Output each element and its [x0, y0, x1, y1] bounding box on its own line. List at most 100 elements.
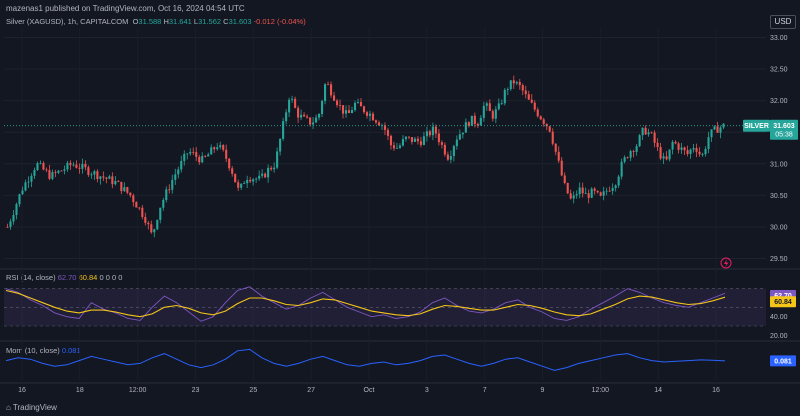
candle-body	[192, 151, 195, 153]
candle-body	[69, 162, 72, 166]
candle-body	[219, 145, 222, 148]
mom-value: 0.081	[61, 346, 81, 355]
candle-body	[180, 160, 183, 170]
candle-body	[171, 179, 174, 190]
candle-body	[36, 163, 39, 170]
change-value: -0.012 (-0.04%)	[253, 17, 306, 26]
candle-body	[629, 151, 632, 158]
candle-body	[614, 185, 617, 189]
rsi-tick-label: 20.00	[770, 333, 788, 340]
candle-body	[234, 173, 237, 183]
candle-body	[449, 156, 452, 160]
candle-body	[452, 146, 455, 157]
candle-body	[347, 110, 351, 113]
candle-body	[318, 113, 321, 118]
candle-body	[350, 110, 354, 113]
momentum-value-badge-label: 0.081	[774, 358, 792, 365]
candle-body	[270, 167, 273, 170]
candle-body	[590, 188, 593, 198]
high-value: 31.641	[168, 17, 192, 26]
candle-body	[45, 169, 48, 171]
candle-body	[722, 123, 725, 128]
candle-body	[48, 170, 51, 179]
candle-body	[443, 144, 446, 155]
publisher-header: mazenas1 published on TradingView.com, O…	[6, 4, 245, 13]
time-tick-label: Oct	[364, 387, 375, 394]
candle-body	[434, 126, 437, 134]
candle-body	[126, 187, 129, 193]
candle-body	[255, 178, 258, 180]
candle-body	[258, 175, 261, 179]
candle-body	[153, 229, 156, 233]
currency-button[interactable]: USD	[770, 15, 796, 29]
candle-body	[150, 224, 153, 233]
candle-body	[72, 164, 75, 166]
candle-body	[129, 192, 132, 196]
candle-body	[213, 147, 216, 150]
candle-body	[135, 202, 138, 208]
candle-body	[572, 195, 575, 199]
candle-body	[306, 116, 309, 118]
price-tick-label: 32.50	[770, 67, 788, 74]
candle-body	[162, 200, 165, 208]
candle-body	[380, 125, 384, 127]
candle-body	[273, 167, 276, 170]
candle-body	[464, 122, 467, 133]
candle-body	[437, 133, 440, 143]
candle-body	[680, 147, 683, 150]
candle-body	[338, 105, 342, 106]
price-tick-label: 33.00	[770, 35, 788, 42]
candle-body	[491, 111, 494, 119]
momentum-value-badge	[770, 355, 796, 367]
candle-body	[240, 183, 243, 188]
candle-body	[470, 115, 473, 126]
tradingview-logo-icon: ⌂	[6, 403, 11, 412]
candle-body	[267, 167, 270, 178]
candle-body	[485, 103, 488, 106]
time-tick-label: 7	[483, 387, 487, 394]
candle-body	[527, 94, 530, 100]
candle-body	[620, 161, 623, 177]
symbol-label[interactable]: Silver (XAGUSD), 1h, CAPITALCOM	[6, 17, 129, 26]
candle-body	[569, 193, 572, 199]
footer-brand[interactable]: ⌂ TradingView	[6, 403, 57, 412]
close-value: 31.603	[228, 17, 252, 26]
main-legend: Silver (XAGUSD), 1h, CAPITALCOM O31.588 …	[6, 17, 306, 26]
candle-body	[276, 151, 279, 168]
rsi-label[interactable]: RSI (14, close)	[6, 273, 56, 282]
candle-body	[467, 122, 470, 126]
candle-body	[321, 100, 324, 114]
mom-label[interactable]: Mom (10, close)	[6, 346, 60, 355]
candle-body	[686, 150, 689, 154]
candle-body	[353, 102, 357, 111]
candle-body	[63, 169, 66, 171]
candle-body	[344, 110, 348, 114]
candle-body	[108, 176, 111, 179]
candle-body	[9, 221, 12, 228]
candle-body	[692, 148, 695, 150]
candle-body	[419, 141, 422, 145]
candle-body	[30, 175, 33, 182]
candle-body	[327, 84, 330, 86]
candle-body	[455, 139, 458, 147]
candle-body	[554, 143, 557, 152]
candle-body	[54, 172, 57, 173]
candle-body	[425, 131, 428, 137]
candle-body	[114, 181, 117, 185]
candle-body	[291, 98, 294, 100]
candle-body	[536, 109, 539, 117]
candle-body	[377, 122, 381, 126]
candle-body	[87, 167, 90, 175]
candle-body	[512, 80, 515, 84]
candle-body	[599, 192, 602, 196]
candle-body	[695, 148, 698, 152]
candle-body	[539, 116, 542, 120]
candle-body	[18, 194, 21, 205]
price-tick-label: 30.50	[770, 193, 788, 200]
candle-body	[186, 153, 189, 155]
candle-body	[389, 135, 393, 146]
candle-body	[653, 132, 656, 143]
time-tick-label: 12:00	[129, 387, 147, 394]
candle-body	[159, 207, 162, 220]
